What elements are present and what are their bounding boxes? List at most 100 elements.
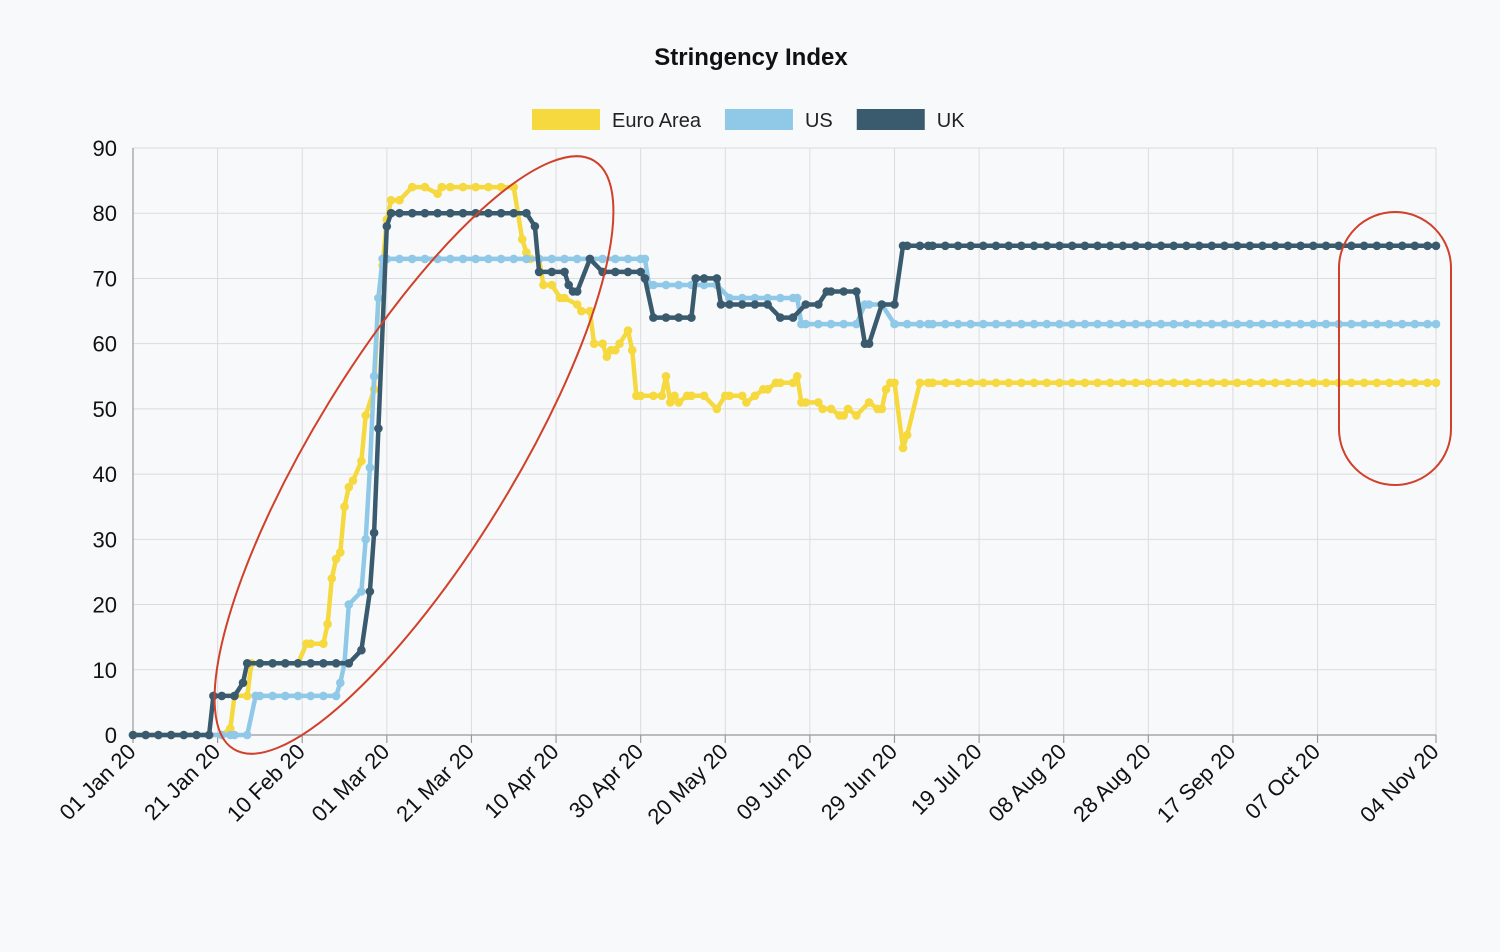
data-point[interactable] bbox=[407, 208, 417, 218]
data-point[interactable] bbox=[348, 476, 358, 485]
data-point[interactable] bbox=[1080, 378, 1090, 388]
data-point[interactable] bbox=[1232, 241, 1242, 251]
data-point[interactable] bbox=[522, 248, 531, 257]
data-point[interactable] bbox=[991, 319, 1001, 329]
data-point[interactable] bbox=[1283, 241, 1293, 251]
data-point[interactable] bbox=[361, 411, 371, 420]
data-point[interactable] bbox=[395, 254, 404, 264]
data-point[interactable] bbox=[826, 287, 836, 296]
data-point[interactable] bbox=[319, 639, 328, 648]
data-point[interactable] bbox=[496, 208, 506, 218]
data-point[interactable] bbox=[661, 280, 671, 290]
data-point[interactable] bbox=[699, 280, 709, 290]
data-point[interactable] bbox=[1093, 378, 1102, 388]
data-point[interactable] bbox=[242, 691, 252, 701]
data-point[interactable] bbox=[864, 339, 874, 349]
data-point[interactable] bbox=[725, 391, 734, 401]
data-point[interactable] bbox=[547, 267, 557, 277]
data-point[interactable] bbox=[255, 659, 265, 668]
data-point[interactable] bbox=[522, 254, 531, 264]
data-point[interactable] bbox=[1334, 241, 1343, 251]
data-point[interactable] bbox=[1004, 241, 1013, 251]
data-point[interactable] bbox=[344, 600, 354, 609]
data-point[interactable] bbox=[331, 691, 341, 701]
data-point[interactable] bbox=[1296, 378, 1305, 388]
data-point[interactable] bbox=[166, 730, 176, 740]
data-point[interactable] bbox=[1220, 241, 1229, 251]
data-point[interactable] bbox=[877, 404, 887, 414]
data-point[interactable] bbox=[737, 293, 747, 303]
data-point[interactable] bbox=[1423, 241, 1432, 251]
series-line-us[interactable] bbox=[133, 256, 1436, 738]
data-point[interactable] bbox=[365, 587, 375, 596]
data-point[interactable] bbox=[1055, 378, 1064, 388]
data-point[interactable] bbox=[1118, 378, 1128, 388]
data-point[interactable] bbox=[792, 372, 802, 381]
data-point[interactable] bbox=[1029, 319, 1039, 329]
data-point[interactable] bbox=[1410, 319, 1420, 329]
data-point[interactable] bbox=[238, 678, 248, 688]
data-point[interactable] bbox=[670, 391, 679, 401]
data-point[interactable] bbox=[522, 208, 531, 218]
data-point[interactable] bbox=[1042, 319, 1052, 329]
data-point[interactable] bbox=[230, 730, 239, 740]
data-point[interactable] bbox=[1055, 241, 1064, 251]
data-point[interactable] bbox=[572, 287, 582, 296]
data-point[interactable] bbox=[742, 398, 751, 407]
data-point[interactable] bbox=[898, 443, 908, 453]
data-point[interactable] bbox=[1017, 319, 1026, 329]
data-point[interactable] bbox=[953, 378, 963, 388]
data-point[interactable] bbox=[915, 378, 925, 388]
data-point[interactable] bbox=[649, 313, 658, 322]
data-point[interactable] bbox=[319, 659, 328, 668]
data-point[interactable] bbox=[357, 587, 366, 596]
data-point[interactable] bbox=[242, 659, 252, 668]
data-point[interactable] bbox=[598, 254, 607, 264]
data-point[interactable] bbox=[1347, 241, 1356, 251]
data-point[interactable] bbox=[530, 222, 540, 231]
data-point[interactable] bbox=[611, 254, 620, 264]
data-point[interactable] bbox=[1055, 319, 1064, 329]
data-point[interactable] bbox=[636, 267, 645, 277]
data-point[interactable] bbox=[788, 378, 798, 388]
data-point[interactable] bbox=[687, 391, 696, 401]
data-point[interactable] bbox=[336, 678, 345, 688]
data-point[interactable] bbox=[1270, 241, 1280, 251]
data-point[interactable] bbox=[357, 456, 366, 466]
data-point[interactable] bbox=[471, 182, 481, 192]
data-point[interactable] bbox=[496, 254, 506, 264]
data-point[interactable] bbox=[611, 345, 620, 355]
data-point[interactable] bbox=[691, 274, 700, 283]
data-point[interactable] bbox=[1144, 378, 1153, 388]
data-point[interactable] bbox=[1385, 241, 1394, 251]
data-point[interactable] bbox=[623, 326, 633, 335]
data-point[interactable] bbox=[826, 319, 836, 329]
data-point[interactable] bbox=[369, 372, 379, 381]
data-point[interactable] bbox=[534, 267, 544, 277]
data-point[interactable] bbox=[331, 554, 341, 564]
data-point[interactable] bbox=[1372, 319, 1382, 329]
data-point[interactable] bbox=[1093, 319, 1102, 329]
data-point[interactable] bbox=[1118, 241, 1128, 251]
data-point[interactable] bbox=[1029, 241, 1039, 251]
data-point[interactable] bbox=[1067, 241, 1077, 251]
data-point[interactable] bbox=[674, 398, 683, 407]
data-point[interactable] bbox=[902, 319, 912, 329]
data-point[interactable] bbox=[433, 208, 442, 218]
data-point[interactable] bbox=[1431, 378, 1441, 388]
data-point[interactable] bbox=[1042, 378, 1052, 388]
data-point[interactable] bbox=[712, 404, 722, 414]
data-point[interactable] bbox=[716, 300, 726, 309]
data-point[interactable] bbox=[674, 280, 683, 290]
data-point[interactable] bbox=[611, 267, 620, 277]
data-point[interactable] bbox=[1410, 378, 1420, 388]
data-point[interactable] bbox=[915, 319, 925, 329]
data-point[interactable] bbox=[589, 339, 599, 349]
data-point[interactable] bbox=[293, 659, 303, 668]
data-point[interactable] bbox=[1347, 378, 1356, 388]
data-point[interactable] bbox=[776, 313, 785, 322]
data-point[interactable] bbox=[1258, 241, 1267, 251]
data-point[interactable] bbox=[344, 482, 354, 492]
data-point[interactable] bbox=[1182, 378, 1191, 388]
data-point[interactable] bbox=[839, 411, 848, 420]
